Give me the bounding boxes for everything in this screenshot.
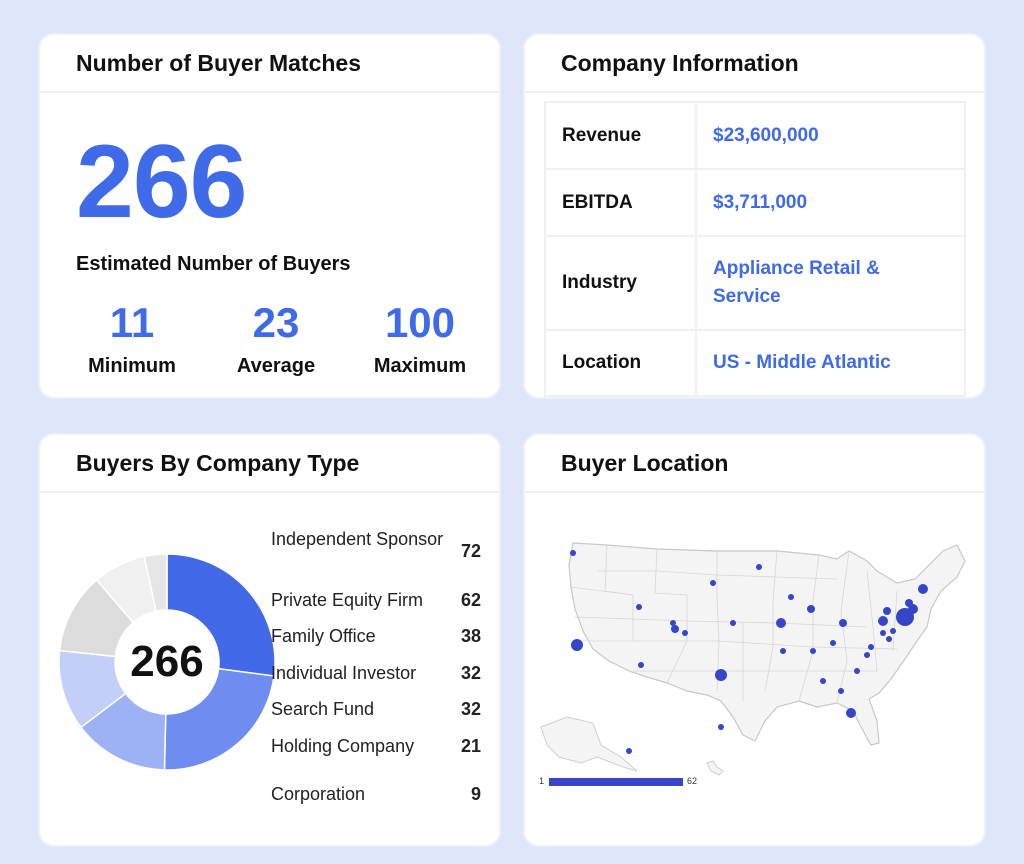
buyer-location-title: Buyer Location xyxy=(525,435,984,493)
buyer-location-marker[interactable] xyxy=(682,630,688,636)
buyer-location-marker[interactable] xyxy=(839,619,847,627)
stat-average: 23 Average xyxy=(206,297,346,378)
industry-value: Appliance Retail & Service xyxy=(695,235,966,331)
buyer-location-marker[interactable] xyxy=(718,724,724,730)
buyer-location-marker[interactable] xyxy=(571,639,583,651)
buyer-location-marker[interactable] xyxy=(918,584,928,594)
donut-slice[interactable] xyxy=(166,553,276,677)
buyer-location-marker[interactable] xyxy=(638,662,644,668)
buyer-location-marker[interactable] xyxy=(878,616,888,626)
legend-count: 38 xyxy=(460,626,481,646)
alaska-shape xyxy=(540,716,638,772)
buyer-location-marker[interactable] xyxy=(890,628,896,634)
company-type-card: Buyers By Company Type 266 Independent S… xyxy=(40,435,499,845)
stat-average-label: Average xyxy=(236,355,316,377)
buyer-matches-title: Number of Buyer Matches xyxy=(40,35,499,93)
industry-label: Industry xyxy=(544,235,697,331)
company-info-title: Company Information xyxy=(525,35,984,93)
buyer-location-card: Buyer Location xyxy=(525,435,984,845)
legend-count: 62 xyxy=(460,590,481,610)
legend-name: Holding Company xyxy=(271,736,415,756)
ebitda-label: EBITDA xyxy=(544,168,697,237)
location-label: Location xyxy=(544,329,697,397)
buyer-location-marker[interactable] xyxy=(810,648,816,654)
buyer-location-marker[interactable] xyxy=(830,640,836,646)
buyer-location-marker[interactable] xyxy=(788,594,794,600)
legend-count: 32 xyxy=(460,663,481,683)
company-info-row: Location US - Middle Atlantic xyxy=(544,329,966,397)
buyer-location-marker[interactable] xyxy=(776,618,786,628)
buyer-location-marker[interactable] xyxy=(883,607,891,615)
buyer-location-marker[interactable] xyxy=(715,669,727,681)
buyer-location-marker[interactable] xyxy=(780,648,786,654)
buyer-location-marker[interactable] xyxy=(756,564,762,570)
buyer-location-marker[interactable] xyxy=(854,668,860,674)
legend-count: 72 xyxy=(460,541,481,561)
buyer-location-marker[interactable] xyxy=(868,644,874,650)
buyer-location-marker[interactable] xyxy=(710,580,716,586)
stat-maximum: 100 Maximum xyxy=(350,297,490,378)
company-info-row: Industry Appliance Retail & Service xyxy=(544,235,966,331)
buyer-location-marker[interactable] xyxy=(846,708,856,718)
buyer-location-marker[interactable] xyxy=(864,652,870,658)
scale-min-label: 1 xyxy=(539,776,544,786)
buyer-location-marker[interactable] xyxy=(886,636,892,642)
estimated-buyers-label: Estimated Number of Buyers xyxy=(76,253,351,275)
company-type-title: Buyers By Company Type xyxy=(40,435,499,493)
legend-name: Independent Sponsor xyxy=(271,529,444,549)
stat-minimum-label: Minimum xyxy=(88,355,176,377)
legend-name: Family Office xyxy=(271,626,376,646)
stat-maximum-label: Maximum xyxy=(373,355,467,377)
buyer-matches-card: Number of Buyer Matches 266 Estimated Nu… xyxy=(40,35,499,397)
hawaii-shape xyxy=(706,760,724,776)
stat-minimum-value: 11 xyxy=(109,299,155,346)
buyer-location-marker[interactable] xyxy=(670,620,676,626)
buyer-location-marker[interactable] xyxy=(626,748,632,754)
company-info-table: Revenue $23,600,000 EBITDA $3,711,000 In… xyxy=(544,101,966,397)
company-info-row: Revenue $23,600,000 xyxy=(544,101,966,170)
company-info-row: EBITDA $3,711,000 xyxy=(544,168,966,237)
buyer-location-marker[interactable] xyxy=(905,599,913,607)
company-type-donut: 266 xyxy=(52,547,282,777)
scale-bar xyxy=(549,778,683,786)
buyer-location-marker[interactable] xyxy=(820,678,826,684)
legend-name: Individual Investor xyxy=(271,663,417,683)
ebitda-value: $3,711,000 xyxy=(695,168,966,237)
stat-maximum-value: 100 xyxy=(384,299,456,346)
stat-average-value: 23 xyxy=(252,299,300,346)
buyer-location-marker[interactable] xyxy=(838,688,844,694)
legend-count: 9 xyxy=(470,784,481,804)
scale-max-label: 62 xyxy=(687,776,697,786)
revenue-label: Revenue xyxy=(544,101,697,170)
buyer-location-markers xyxy=(570,550,928,754)
legend-item: Independent Sponsor 72 xyxy=(271,527,481,579)
legend-name: Search Fund xyxy=(271,699,375,719)
legend-name: Private Equity Firm xyxy=(271,590,424,610)
donut-slice[interactable] xyxy=(163,667,275,771)
company-info-card: Company Information Revenue $23,600,000 … xyxy=(525,35,984,397)
buyer-location-marker[interactable] xyxy=(880,630,886,636)
legend-name: Corporation xyxy=(271,784,366,804)
buyer-location-marker[interactable] xyxy=(570,550,576,556)
us-map-svg: 1 62 xyxy=(539,542,966,786)
stat-minimum: 11 Minimum xyxy=(62,297,202,378)
donut-chart xyxy=(58,553,276,771)
buyer-matches-total: 266 xyxy=(76,124,248,240)
state-borders xyxy=(570,544,898,704)
buyer-location-marker[interactable] xyxy=(636,604,642,610)
legend-count: 32 xyxy=(460,699,481,719)
us-map[interactable]: 1 62 xyxy=(537,531,977,801)
revenue-value: $23,600,000 xyxy=(695,101,966,170)
buyer-location-marker[interactable] xyxy=(807,605,815,613)
legend-count: 21 xyxy=(460,736,481,756)
donut-slice[interactable] xyxy=(143,553,168,613)
buyer-location-marker[interactable] xyxy=(671,625,679,633)
buyer-location-marker[interactable] xyxy=(730,620,736,626)
location-value: US - Middle Atlantic xyxy=(695,329,966,397)
donut-center-total: 266 xyxy=(130,637,204,686)
